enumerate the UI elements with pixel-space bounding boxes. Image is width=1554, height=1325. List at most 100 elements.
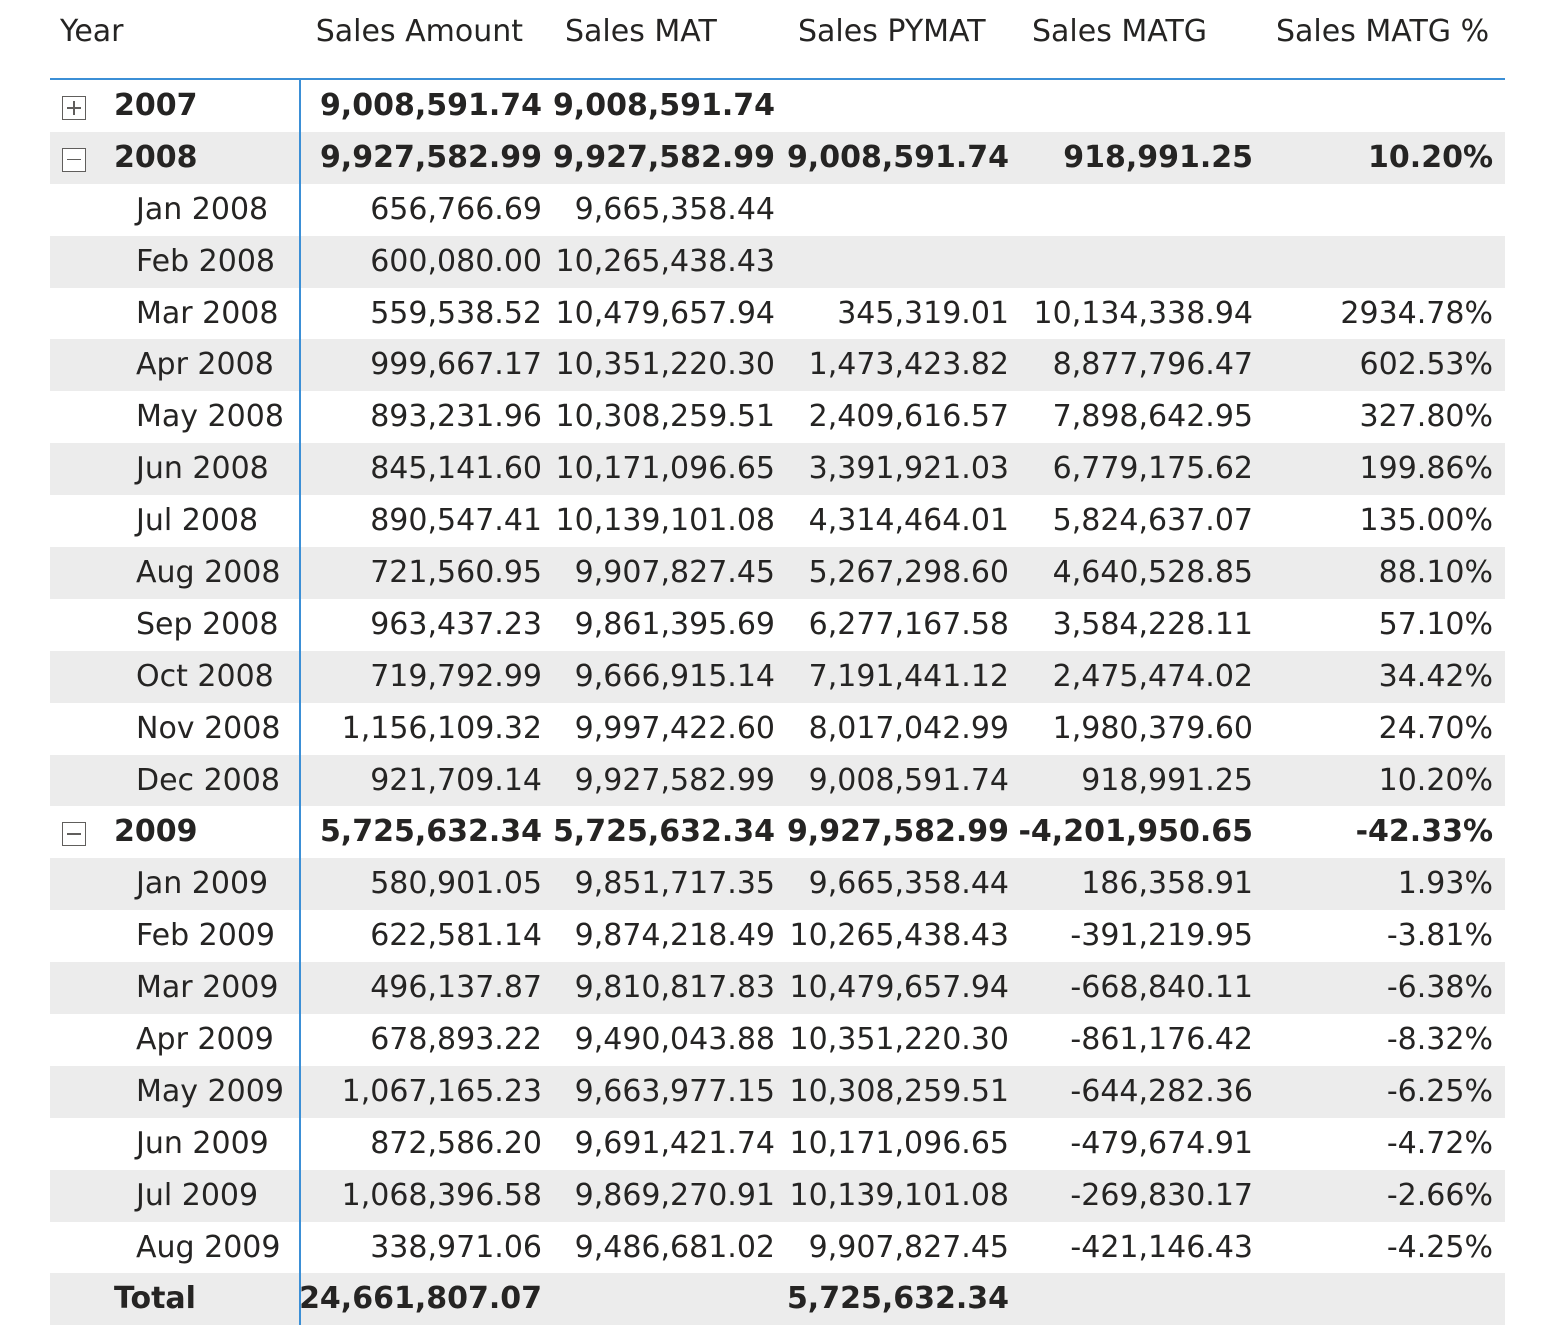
cell-sales-matg: 4,640,528.85 — [1052, 555, 1253, 591]
cell-sales-mat: 5,725,632.34 — [552, 814, 775, 850]
month-row[interactable]: Mar 2008 559,538.52 10,479,657.94 345,319.0… — [50, 288, 1505, 340]
cell-sales-amount: 872,586.20 — [370, 1125, 542, 1161]
cell-sales-amount: 600,080.00 — [370, 243, 542, 279]
total-row[interactable]: Total 24,661,807.07 5,725,632.34 — [50, 1273, 1505, 1325]
cell-sales-matg: -4,201,950.65 — [1018, 814, 1253, 850]
cell-sales-matg-pct: 88.10% — [1378, 555, 1493, 591]
row-header-label: Mar 2008 — [136, 295, 279, 331]
cell-sales-pymat: 1,473,423.82 — [808, 347, 1009, 383]
month-row[interactable]: Mar 2009 496,137.87 9,810,817.83 10,479,657… — [50, 962, 1505, 1015]
cell-sales-pymat: 10,171,096.65 — [789, 1125, 1009, 1161]
cell-sales-pymat: 9,008,591.74 — [786, 139, 1009, 175]
cell-sales-matg: 2,475,474.02 — [1052, 658, 1253, 694]
month-row[interactable]: Jan 2009 580,901.05 9,851,717.35 9,665,358.… — [50, 858, 1505, 911]
row-header-label: Jul 2009 — [136, 1177, 259, 1213]
column-header-sales-matg[interactable]: Sales MATG — [1032, 14, 1208, 49]
month-row[interactable]: Nov 2008 1,156,109.32 9,997,422.60 8,017,04… — [50, 703, 1505, 755]
cell-sales-amount: 721,560.95 — [370, 555, 542, 591]
month-row[interactable]: Jan 2008 656,766.69 9,665,358.44 — [50, 184, 1505, 236]
cell-sales-mat: 10,265,438.43 — [555, 243, 775, 279]
row-header-divider — [299, 78, 301, 1325]
cell-sales-amount: 890,547.41 — [370, 503, 542, 539]
row-header-label: Jan 2009 — [136, 866, 269, 902]
column-header-year[interactable]: Year — [60, 14, 124, 49]
collapse-icon[interactable] — [62, 147, 86, 172]
month-row[interactable]: May 2009 1,067,165.23 9,663,977.15 10,308,2… — [50, 1065, 1505, 1118]
cell-sales-matg-pct: -42.33% — [1355, 814, 1493, 850]
month-row[interactable]: May 2008 893,231.96 10,308,259.51 2,409,616… — [50, 391, 1505, 443]
cell-sales-mat: 9,861,395.69 — [574, 606, 775, 642]
row-header-label: Feb 2008 — [136, 243, 275, 279]
cell-sales-mat: 9,851,717.35 — [574, 866, 775, 902]
cell-sales-matg: 7,898,642.95 — [1052, 399, 1253, 435]
month-row[interactable]: Dec 2008 921,709.14 9,927,582.99 9,008,591.… — [50, 754, 1505, 807]
collapse-icon[interactable] — [62, 822, 86, 847]
cell-sales-pymat: 9,665,358.44 — [808, 866, 1009, 902]
cell-sales-mat: 9,907,827.45 — [574, 555, 775, 591]
row-header-label: Total — [114, 1281, 196, 1317]
cell-sales-matg: 1,980,379.60 — [1052, 710, 1253, 746]
cell-sales-matg: 6,779,175.62 — [1052, 451, 1253, 487]
cell-sales-matg-pct: 10.20% — [1378, 762, 1493, 798]
cell-sales-matg-pct: -6.38% — [1386, 970, 1493, 1006]
year-row[interactable]: 2008 9,927,582.99 9,927,582.99 9,008,591.74… — [50, 131, 1505, 184]
month-row[interactable]: Apr 2009 678,893.22 9,490,043.88 10,351,220… — [50, 1014, 1505, 1066]
cell-sales-amount: 999,667.17 — [370, 347, 542, 383]
cell-sales-matg-pct: 327.80% — [1359, 399, 1493, 435]
cell-sales-amount: 338,971.06 — [370, 1229, 542, 1265]
cell-sales-mat: 10,139,101.08 — [555, 503, 775, 539]
row-header-label: Oct 2008 — [136, 658, 274, 694]
row-header-label: Jul 2008 — [136, 503, 259, 539]
cell-sales-amount: 559,538.52 — [370, 295, 542, 331]
cell-sales-pymat: 10,351,220.30 — [789, 1022, 1009, 1058]
cell-sales-matg: -269,830.17 — [1070, 1177, 1253, 1213]
cell-sales-matg-pct: 199.86% — [1359, 451, 1493, 487]
month-row[interactable]: Jul 2009 1,068,396.58 9,869,270.91 10,139,1… — [50, 1169, 1505, 1222]
row-header-label: Jun 2009 — [136, 1125, 269, 1161]
month-row[interactable]: Sep 2008 963,437.23 9,861,395.69 6,277,167.… — [50, 599, 1505, 651]
month-row[interactable]: Feb 2009 622,581.14 9,874,218.49 10,265,438… — [50, 910, 1505, 962]
row-header-label: 2009 — [114, 814, 198, 850]
cell-sales-amount: 1,156,109.32 — [341, 710, 542, 746]
cell-sales-mat: 9,008,591.74 — [552, 88, 775, 123]
column-header-sales-matg-pct[interactable]: Sales MATG % — [1276, 14, 1490, 49]
month-row[interactable]: Aug 2009 338,971.06 9,486,681.02 9,907,827.… — [50, 1222, 1505, 1274]
cell-sales-matg-pct: 2934.78% — [1340, 295, 1493, 331]
month-row[interactable]: Jun 2008 845,141.60 10,171,096.65 3,391,921… — [50, 443, 1505, 496]
cell-sales-amount: 496,137.87 — [370, 970, 542, 1006]
cell-sales-mat: 9,927,582.99 — [552, 139, 775, 175]
cell-sales-pymat: 9,008,591.74 — [808, 762, 1009, 798]
cell-sales-mat: 10,171,096.65 — [555, 451, 775, 487]
matrix-table: Year Sales Amount Sales MAT Sales PYMAT … — [50, 0, 1505, 1325]
row-header-label: Jan 2008 — [136, 191, 269, 227]
cell-sales-mat: 9,869,270.91 — [574, 1177, 775, 1213]
cell-sales-pymat: 4,314,464.01 — [808, 503, 1009, 539]
year-row[interactable]: 2007 9,008,591.74 9,008,591.74 — [50, 80, 1505, 132]
column-header-sales-amount[interactable]: Sales Amount — [315, 14, 523, 49]
column-header-sales-pymat[interactable]: Sales PYMAT — [798, 14, 986, 49]
cell-sales-matg-pct: 1.93% — [1397, 866, 1493, 902]
cell-sales-pymat: 2,409,616.57 — [808, 399, 1009, 435]
cell-sales-pymat: 9,927,582.99 — [786, 814, 1009, 850]
cell-sales-mat: 9,997,422.60 — [574, 710, 775, 746]
row-header-label: Sep 2008 — [136, 606, 279, 642]
cell-sales-matg-pct: 10.20% — [1368, 139, 1493, 175]
cell-sales-matg-pct: 24.70% — [1378, 710, 1493, 746]
cell-sales-amount: 5,725,632.34 — [319, 814, 542, 850]
cell-sales-matg-pct: -8.32% — [1386, 1022, 1493, 1058]
month-row[interactable]: Jun 2009 872,586.20 9,691,421.74 10,171,096… — [50, 1118, 1505, 1170]
cell-sales-mat: 10,351,220.30 — [555, 347, 775, 383]
cell-sales-amount: 24,661,807.07 — [299, 1281, 542, 1317]
month-row[interactable]: Jul 2008 890,547.41 10,139,101.08 4,314,464… — [50, 495, 1505, 547]
cell-sales-amount: 893,231.96 — [370, 399, 542, 435]
year-row[interactable]: 2009 5,725,632.34 5,725,632.34 9,927,582.99… — [50, 806, 1505, 858]
cell-sales-matg-pct: -4.72% — [1386, 1125, 1493, 1161]
cell-sales-mat: 9,874,218.49 — [574, 918, 775, 954]
cell-sales-matg: -644,282.36 — [1070, 1073, 1253, 1109]
month-row[interactable]: Aug 2008 721,560.95 9,907,827.45 5,267,298.… — [50, 547, 1505, 599]
column-header-sales-mat[interactable]: Sales MAT — [565, 14, 717, 49]
month-row[interactable]: Feb 2008 600,080.00 10,265,438.43 — [50, 235, 1505, 288]
month-row[interactable]: Apr 2008 999,667.17 10,351,220.30 1,473,423… — [50, 339, 1505, 392]
expand-icon[interactable] — [62, 96, 86, 120]
month-row[interactable]: Oct 2008 719,792.99 9,666,915.14 7,191,441.… — [50, 650, 1505, 703]
